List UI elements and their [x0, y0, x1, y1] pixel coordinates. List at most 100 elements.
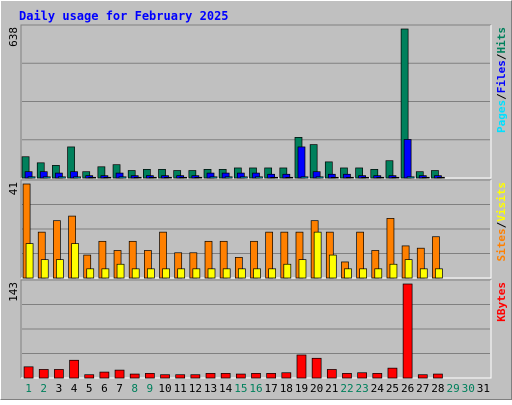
x-tick-label: 12	[189, 382, 202, 395]
bar-visits-day-28	[435, 268, 443, 279]
chart-title: Daily usage for February 2025	[19, 9, 229, 23]
x-tick-label: 14	[219, 382, 233, 395]
bar-visits-day-10	[162, 268, 170, 279]
bar-pages-day-25	[391, 176, 400, 179]
x-tick-label: 18	[280, 382, 293, 395]
y-max-label: 41	[7, 182, 20, 195]
bar-visits-day-13	[207, 268, 216, 279]
panel-kbytes: 143 KBytes	[7, 279, 508, 379]
bar-visits-day-8	[131, 268, 140, 279]
panel-hits-files-pages: 638 Pages/Files/Hits	[7, 24, 508, 179]
bar-pages-day-8	[133, 176, 142, 179]
bar-kbytes-day-4	[69, 359, 79, 379]
bar-pages-day-13	[209, 176, 218, 179]
x-tick-label: 25	[386, 382, 399, 395]
x-tick-label: 10	[158, 382, 171, 395]
bar-visits-day-21	[328, 254, 337, 279]
bar-visits-day-19	[298, 259, 307, 279]
bar-pages-day-20	[315, 176, 324, 179]
bar-pages-day-27	[421, 176, 430, 179]
bar-visits-day-25	[389, 263, 398, 279]
bar-pages-day-2	[42, 176, 51, 179]
bar-pages-day-24	[376, 176, 385, 179]
x-tick-label: 16	[249, 382, 262, 395]
x-tick-label: 28	[431, 382, 444, 395]
bar-visits-day-18	[283, 263, 292, 279]
bar-kbytes-day-14	[220, 373, 231, 379]
legend-item: Pages	[495, 100, 508, 133]
bar-kbytes-day-27	[417, 374, 428, 379]
bar-pages-day-5	[88, 176, 97, 179]
bar-visits-day-12	[192, 268, 201, 279]
bar-pages-day-14	[224, 176, 233, 179]
bar-visits-day-7	[116, 263, 125, 279]
bar-visits-day-15	[237, 268, 246, 279]
bar-pages-day-16	[255, 176, 263, 179]
bar-pages-day-1	[27, 176, 36, 179]
bar-files-day-26	[403, 139, 412, 179]
bar-visits-day-20	[313, 231, 322, 279]
bar-kbytes-day-20	[311, 357, 322, 379]
x-tick-label: 17	[265, 382, 278, 395]
x-tick-label: 8	[131, 382, 138, 395]
x-tick-label: 30	[462, 382, 475, 395]
legend-item: Hits	[495, 27, 508, 54]
bar-pages-day-12	[194, 176, 203, 179]
legend-item: KBytes	[495, 282, 508, 322]
bar-kbytes-day-3	[54, 369, 64, 379]
bar-pages-day-21	[330, 176, 339, 179]
bar-pages-day-22	[346, 176, 354, 179]
bar-visits-day-2	[40, 259, 49, 279]
bar-kbytes-day-12	[190, 374, 201, 379]
x-tick-label: 7	[116, 382, 123, 395]
x-tick-label: 20	[310, 382, 323, 395]
bar-kbytes-day-25	[387, 367, 398, 379]
x-tick-label: 5	[86, 382, 93, 395]
bar-kbytes-day-13	[205, 373, 216, 379]
bar-files-day-19	[297, 146, 306, 179]
bar-kbytes-day-8	[129, 373, 140, 379]
bar-visits-day-6	[101, 268, 110, 279]
bar-visits-day-5	[86, 268, 95, 279]
bar-visits-day-14	[222, 268, 231, 279]
bar-kbytes-day-5	[84, 374, 95, 379]
bar-kbytes-day-21	[326, 369, 337, 379]
x-tick-label: 24	[371, 382, 385, 395]
x-tick-label: 23	[356, 382, 369, 395]
bar-kbytes-day-10	[160, 374, 170, 379]
bar-pages-day-9	[149, 176, 157, 179]
bar-kbytes-day-19	[296, 354, 307, 379]
panel-visits-sites: 41 Sites/Visits	[7, 179, 508, 279]
bar-pages-day-23	[361, 176, 369, 179]
bar-kbytes-day-11	[175, 374, 186, 379]
y-max-label: 638	[7, 27, 20, 47]
bar-kbytes-day-6	[99, 371, 110, 379]
legend-hits-files-pages: Pages/Files/Hits	[495, 27, 508, 133]
bar-pages-day-11	[179, 176, 188, 179]
x-tick-label: 11	[174, 382, 187, 395]
bar-kbytes-day-2	[38, 369, 49, 379]
bar-pages-day-26	[406, 176, 415, 179]
legend-item: Sites	[495, 228, 508, 261]
bar-pages-day-28	[437, 176, 445, 179]
x-tick-label: 31	[477, 382, 490, 395]
x-tick-label: 3	[56, 382, 63, 395]
bar-kbytes-day-28	[433, 373, 443, 379]
bar-kbytes-day-9	[145, 373, 155, 379]
bar-pages-day-17	[270, 176, 279, 179]
x-tick-label: 26	[401, 382, 414, 395]
legend-item: Files	[495, 60, 508, 93]
bar-visits-day-3	[56, 259, 64, 279]
bar-visits-day-1	[25, 243, 34, 279]
bar-pages-day-19	[300, 176, 309, 179]
bar-pages-day-10	[164, 176, 172, 179]
x-tick-label: 9	[147, 382, 154, 395]
bar-kbytes-day-26	[402, 283, 413, 379]
bar-visits-day-26	[404, 259, 413, 279]
legend-visits-sites: Sites/Visits	[495, 182, 508, 262]
x-tick-label: 1	[25, 382, 32, 395]
x-tick-label: 22	[340, 382, 353, 395]
x-tick-label: 29	[446, 382, 459, 395]
